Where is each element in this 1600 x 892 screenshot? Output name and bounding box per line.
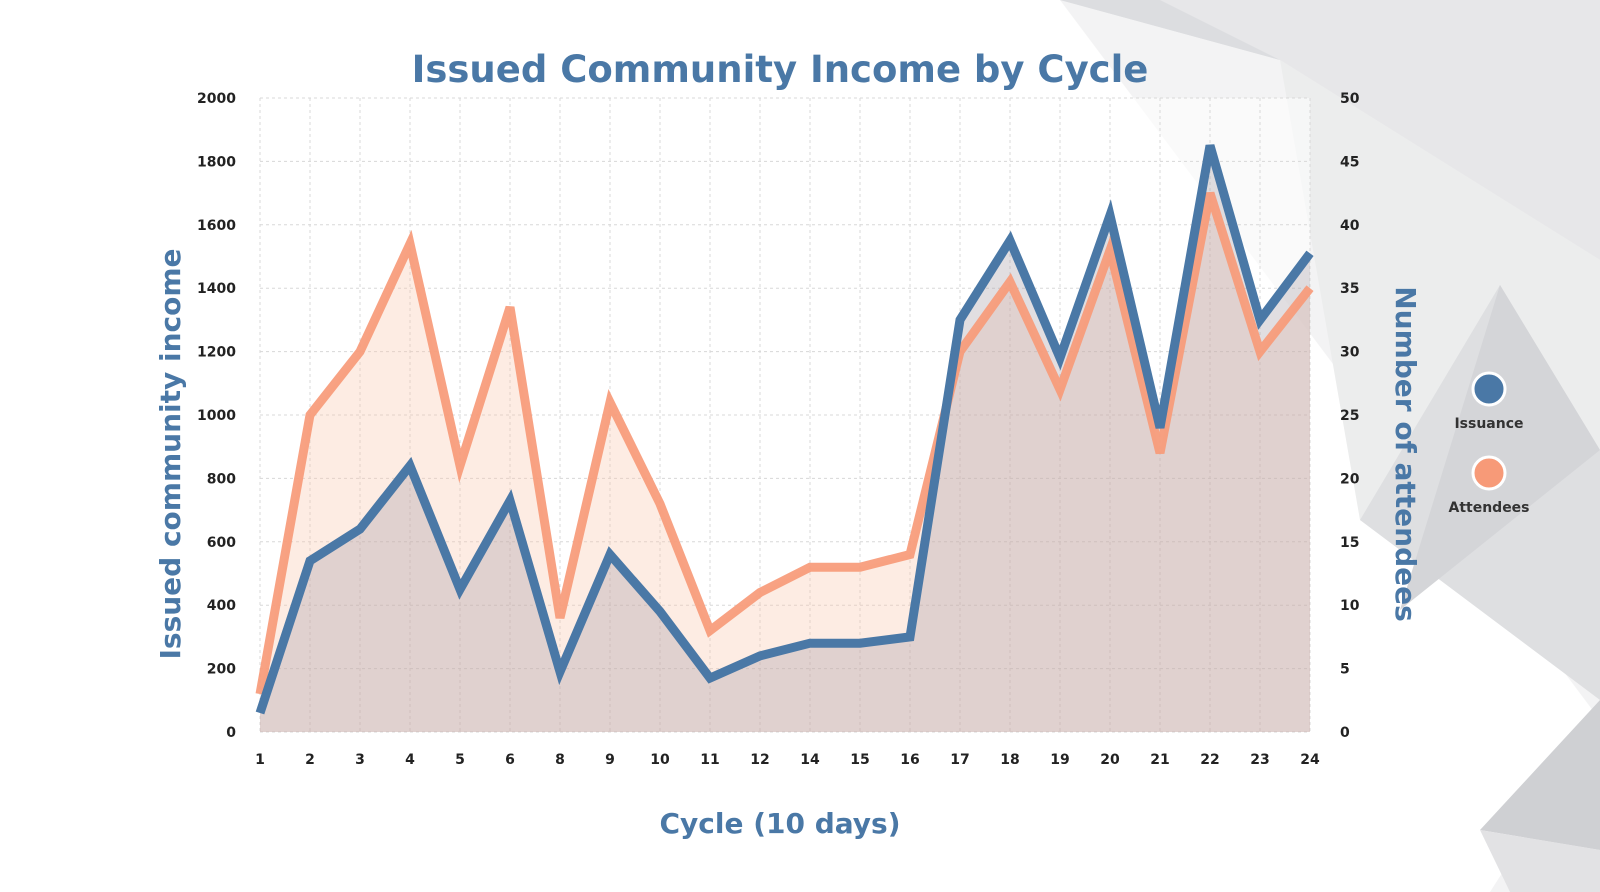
left-y-tick-label: 600 bbox=[207, 535, 236, 551]
legend-label-attendees: Attendees bbox=[1448, 500, 1529, 516]
x-tick-label: 4 bbox=[405, 752, 415, 768]
right-y-tick-label: 5 bbox=[1340, 662, 1350, 678]
x-tick-label: 1 bbox=[255, 752, 265, 768]
chart-title: Issued Community Income by Cycle bbox=[412, 48, 1149, 91]
left-y-tick-label: 1600 bbox=[197, 218, 236, 234]
x-axis-title: Cycle (10 days) bbox=[659, 807, 900, 840]
left-y-tick-label: 1800 bbox=[197, 154, 236, 170]
x-tick-label: 6 bbox=[505, 752, 515, 768]
x-tick-label: 8 bbox=[555, 752, 565, 768]
right-y-tick-label: 30 bbox=[1340, 345, 1360, 361]
series-lines bbox=[255, 144, 1314, 715]
legend: Issuance Attendees bbox=[1448, 371, 1530, 516]
right-y-tick-label: 35 bbox=[1340, 281, 1359, 297]
area-issuance bbox=[260, 145, 1310, 732]
left-y-axis-title: Issued community income bbox=[154, 248, 187, 659]
right-y-tick-label: 0 bbox=[1340, 725, 1350, 741]
x-tick-label: 22 bbox=[1200, 752, 1219, 768]
x-tick-label: 23 bbox=[1250, 752, 1269, 768]
left-y-tick-label: 400 bbox=[207, 598, 236, 614]
left-y-tick-label: 0 bbox=[226, 725, 236, 741]
grid bbox=[259, 97, 1311, 733]
left-y-tick-label: 1000 bbox=[197, 408, 236, 424]
right-y-tick-label: 10 bbox=[1340, 598, 1360, 614]
right-y-tick-label: 25 bbox=[1340, 408, 1359, 424]
x-tick-label: 21 bbox=[1150, 752, 1169, 768]
legend-marker-issuance bbox=[1471, 371, 1507, 407]
x-tick-label: 20 bbox=[1100, 752, 1120, 768]
x-tick-label: 9 bbox=[605, 752, 615, 768]
right-y-axis-ticks: 0 5 10 15 20 25 30 35 40 45 50 bbox=[1340, 91, 1360, 741]
left-y-tick-label: 200 bbox=[207, 662, 236, 678]
line-attendees bbox=[255, 191, 1314, 695]
x-tick-label: 15 bbox=[850, 752, 869, 768]
x-tick-label: 24 bbox=[1300, 752, 1320, 768]
right-y-tick-label: 40 bbox=[1340, 218, 1360, 234]
right-y-tick-label: 20 bbox=[1340, 471, 1360, 487]
series-areas bbox=[260, 145, 1310, 733]
x-tick-label: 19 bbox=[1050, 752, 1069, 768]
left-y-axis-ticks: 0 200 400 600 800 1000 1200 1400 1600 1800 2000 bbox=[197, 91, 236, 741]
left-y-tick-label: 2000 bbox=[197, 91, 236, 107]
x-tick-label: 18 bbox=[1000, 752, 1019, 768]
x-tick-label: 10 bbox=[650, 752, 670, 768]
x-tick-label: 17 bbox=[950, 752, 969, 768]
right-y-tick-label: 45 bbox=[1340, 154, 1359, 170]
x-tick-label: 12 bbox=[750, 752, 769, 768]
left-y-tick-label: 800 bbox=[207, 471, 236, 487]
x-axis-ticks: 1 2 3 4 5 6 8 9 10 11 12 14 15 16 17 18 19 20 21 22 23 24 bbox=[255, 752, 1320, 768]
left-y-tick-label: 1200 bbox=[197, 345, 236, 361]
x-tick-label: 11 bbox=[700, 752, 719, 768]
x-tick-label: 16 bbox=[900, 752, 919, 768]
area-attendees bbox=[260, 193, 1310, 733]
line-issuance bbox=[255, 144, 1314, 715]
x-tick-label: 5 bbox=[455, 752, 465, 768]
x-tick-label: 3 bbox=[355, 752, 365, 768]
x-tick-label: 14 bbox=[800, 752, 820, 768]
x-tick-label: 2 bbox=[305, 752, 315, 768]
right-y-axis-title: Number of attendees bbox=[1389, 286, 1422, 622]
left-y-tick-label: 1400 bbox=[197, 281, 236, 297]
right-y-tick-label: 15 bbox=[1340, 535, 1359, 551]
legend-label-issuance: Issuance bbox=[1454, 416, 1523, 432]
legend-marker-attendees bbox=[1471, 455, 1507, 491]
right-y-tick-label: 50 bbox=[1340, 91, 1360, 107]
